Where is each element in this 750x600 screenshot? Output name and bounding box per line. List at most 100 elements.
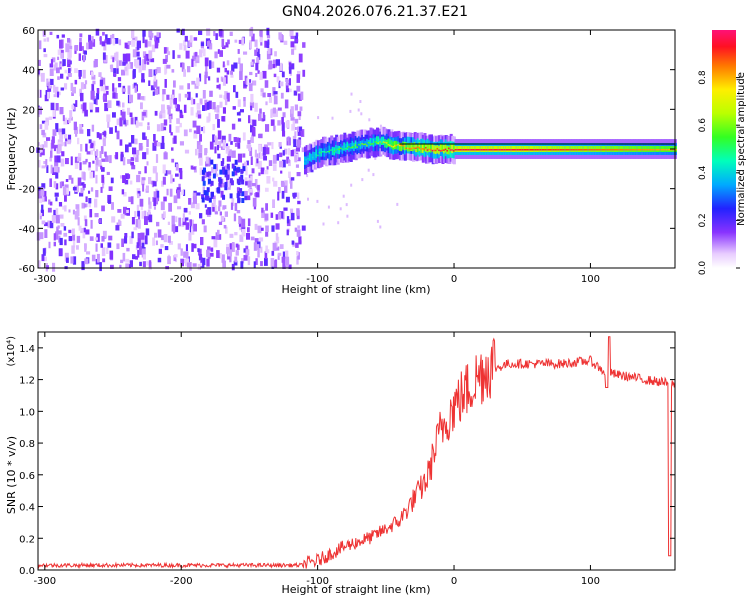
noise-speckle: [86, 251, 91, 255]
signal-cell: [310, 153, 314, 163]
noise-speckle: [183, 208, 188, 213]
noise-speckle: [179, 109, 183, 113]
signal-cell: [410, 148, 414, 150]
noise-speckle: [44, 229, 48, 238]
signal-cell: [346, 141, 350, 151]
signal-cell: [349, 147, 353, 149]
noise-speckle: [67, 38, 71, 43]
noise-speckle: [142, 34, 145, 44]
noise-speckle: [272, 154, 277, 164]
noise-speckle: [173, 195, 178, 204]
snr-ytick-label: 1.4: [19, 344, 35, 355]
noise-speckle: [234, 232, 238, 236]
noise-speckle: [258, 133, 263, 139]
snr-xtick-label: -300: [33, 576, 56, 587]
noise-speckle: [122, 252, 126, 262]
noise-speckle: [257, 70, 260, 74]
signal-cell: [654, 149, 658, 151]
noise-speckle: [251, 135, 254, 143]
signal-cell: [392, 146, 396, 148]
noise-speckle: [277, 212, 282, 220]
noise-speckle: [243, 248, 246, 253]
noise-speckle: [142, 152, 147, 160]
signal-cell: [603, 149, 607, 151]
noise-speckle: [54, 155, 57, 163]
noise-speckle: [194, 83, 199, 89]
noise-speckle: [119, 264, 122, 268]
noise-speckle: [141, 211, 145, 219]
noise-speckle: [179, 43, 183, 50]
noise-speckle: [294, 227, 298, 232]
noise-speckle: [145, 53, 150, 61]
signal-cell: [610, 149, 614, 151]
noise-speckle: [124, 66, 128, 72]
signal-cell: [405, 147, 409, 150]
noise-speckle: [39, 124, 43, 130]
noise-speckle: [74, 160, 79, 169]
signal-cell: [403, 144, 407, 147]
noise-speckle: [110, 64, 114, 73]
noise-speckle: [59, 107, 64, 115]
signal-cell: [503, 149, 507, 151]
noise-speckle: [238, 57, 241, 64]
signal-cell: [377, 136, 381, 145]
noise-speckle: [284, 99, 289, 109]
noise-speckle: [41, 204, 44, 213]
noise-speckle: [91, 36, 94, 43]
noise-speckle: [273, 91, 278, 95]
noise-speckle: [171, 215, 175, 224]
noise-speckle: [132, 147, 137, 155]
noise-speckle: [368, 118, 371, 122]
signal-cell: [613, 149, 617, 151]
signal-cell: [330, 147, 334, 156]
noise-speckle: [153, 75, 157, 82]
colorbar-ticks: 0.00.20.40.60.8: [698, 70, 740, 275]
noise-speckle: [103, 43, 107, 51]
noise-speckle: [154, 35, 158, 42]
spectrogram-ytick-label: -20: [19, 185, 35, 196]
signal-cell: [459, 149, 463, 151]
noise-speckle: [247, 180, 252, 188]
noise-speckle: [85, 143, 88, 152]
signal-cell: [597, 149, 600, 151]
noise-speckle: [153, 69, 156, 76]
spectrogram-xtick-label: -100: [306, 274, 329, 285]
noise-speckle: [178, 217, 182, 227]
signal-cell: [520, 149, 523, 151]
noise-speckle: [222, 205, 227, 210]
noise-speckle: [239, 188, 243, 194]
noise-speckle: [118, 219, 121, 225]
signal-cell: [456, 149, 460, 151]
signal-cell: [664, 149, 668, 151]
noise-speckle: [193, 130, 197, 135]
noise-speckle: [89, 102, 94, 110]
noise-speckle: [79, 162, 82, 171]
noise-speckle: [106, 171, 110, 175]
noise-speckle: [188, 232, 192, 241]
noise-speckle: [243, 97, 246, 102]
noise-speckle: [259, 237, 264, 242]
noise-speckle: [275, 246, 280, 251]
noise-speckle: [274, 51, 277, 57]
noise-speckle: [372, 173, 375, 177]
noise-speckle: [65, 43, 70, 53]
noise-speckle: [53, 233, 56, 241]
noise-speckle: [206, 116, 210, 123]
noise-speckle: [262, 112, 265, 120]
noise-speckle: [243, 83, 248, 87]
noise-speckle: [287, 148, 291, 156]
noise-speckle: [231, 163, 235, 169]
noise-speckle: [272, 199, 275, 208]
noise-speckle: [81, 261, 85, 271]
noise-speckle: [153, 191, 157, 199]
noise-speckle: [93, 98, 97, 105]
noise-speckle: [139, 198, 144, 207]
signal-cell: [443, 149, 447, 151]
signal-cell: [431, 149, 435, 152]
noise-speckle: [78, 71, 81, 80]
signal-cell: [606, 149, 610, 151]
signal-cell: [660, 149, 664, 151]
noise-speckle: [264, 80, 269, 88]
noise-speckle: [197, 263, 201, 270]
noise-speckle: [129, 260, 133, 268]
